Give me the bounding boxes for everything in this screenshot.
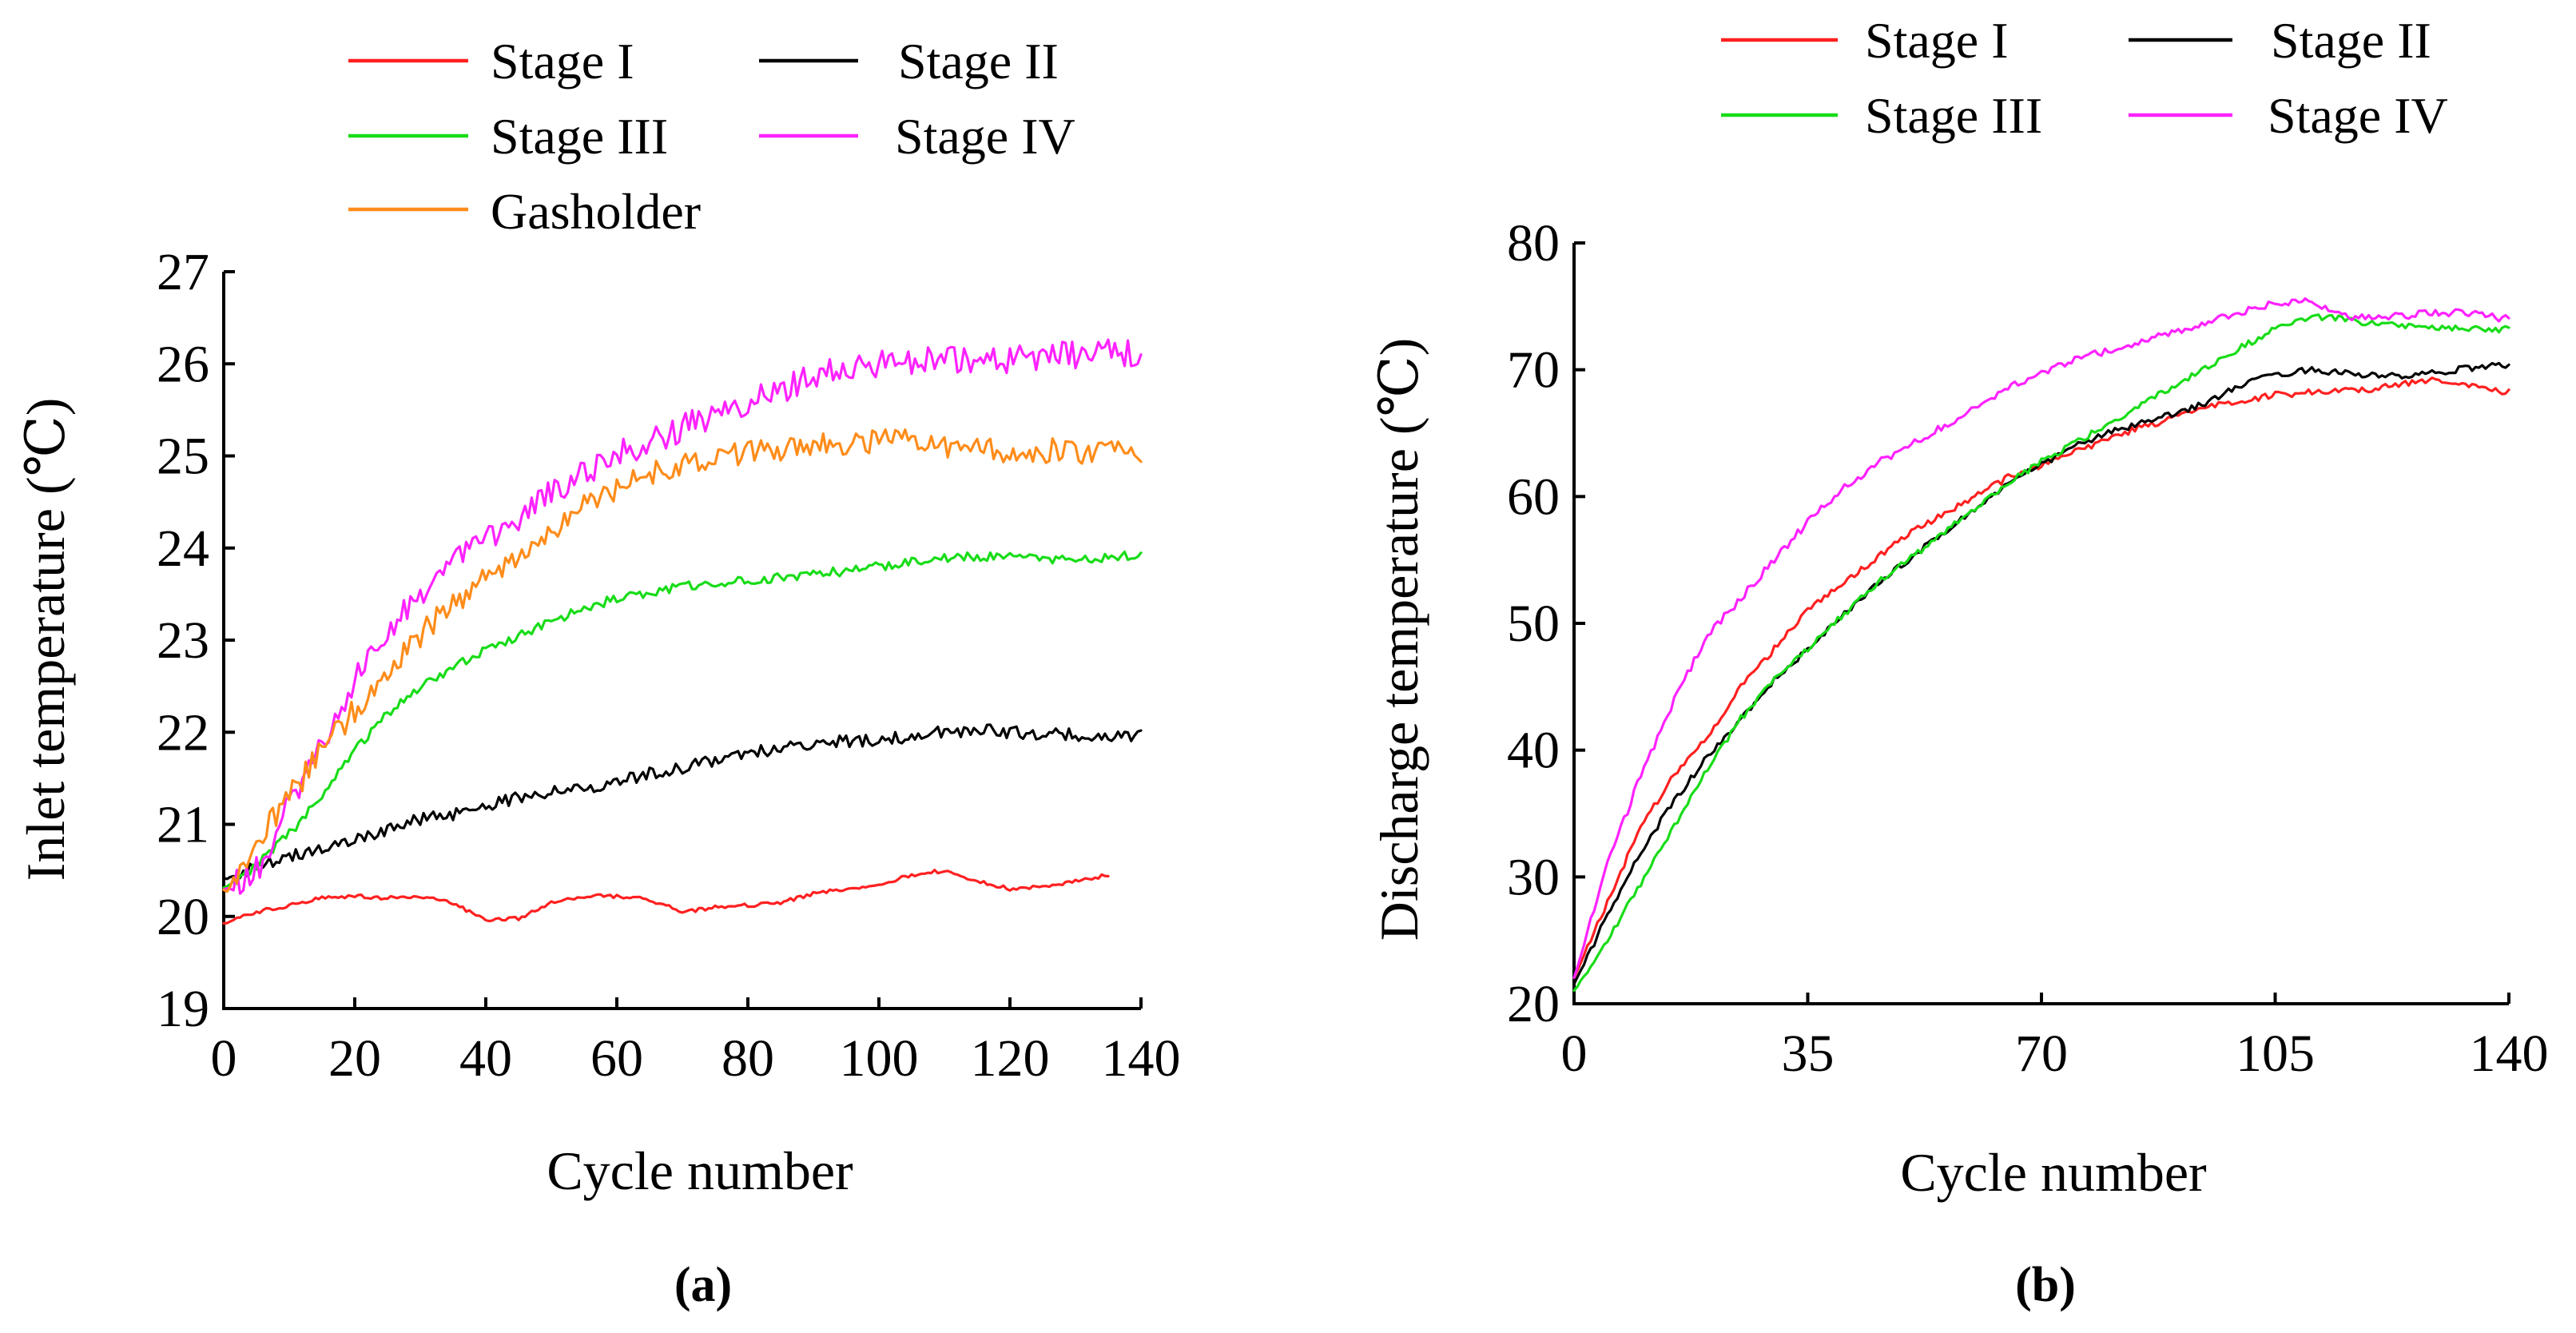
series-line-a-stage-iii [222,550,1143,889]
panel-label-a: (a) [674,1258,732,1312]
x-tick-label-a-140: 140 [1102,1029,1181,1088]
series-line-a-gasholder [222,428,1143,893]
x-tick-label-a-80: 80 [722,1029,774,1088]
chart-b: Stage I Stage II Stage III Stage IV 0 35 7… [1369,12,2549,1312]
x-tick-label-a-20: 20 [328,1029,381,1088]
legend-a-label-gasholder: Gasholder [491,183,701,240]
y-tick-label-b-50: 50 [1507,595,1560,653]
x-tick-label-a-0: 0 [211,1029,237,1088]
y-tick-label-a-19: 19 [157,980,209,1038]
legend-b-label-stage-ii: Stage II [2271,12,2431,69]
x-tick-label-a-40: 40 [459,1029,512,1088]
legend-b-label-stage-iv: Stage IV [2268,87,2448,144]
series-b [1572,296,2510,993]
series-line-b-stage-iii [1572,313,2510,993]
legend-a: Stage I Stage II Stage III Stage IV Gash… [348,33,1075,240]
y-tick-label-b-60: 60 [1507,468,1560,526]
panel-label-b: (b) [2015,1258,2076,1312]
y-tick-label-a-20: 20 [157,888,209,946]
x-tick-label-b-140: 140 [2470,1025,2549,1083]
series-line-b-stage-i [1572,376,2510,980]
x-tick-label-b-35: 35 [1782,1025,1835,1083]
ticks-a: 0 20 40 60 80 100 120 140 19 20 21 22 23 24 25 26 27 [157,243,1181,1088]
x-axis-label-a: Cycle number [547,1140,853,1201]
y-tick-label-a-27: 27 [157,243,209,301]
chart-a: Stage I Stage II Stage III Stage IV Gash… [15,33,1181,1312]
x-tick-label-b-70: 70 [2015,1025,2068,1083]
series-line-b-stage-ii [1572,361,2510,986]
axes-a [222,272,1141,1010]
legend-b: Stage I Stage II Stage III Stage IV [1721,12,2448,144]
legend-b-label-stage-iii: Stage III [1865,87,2042,144]
y-axis-label-a: Inlet temperature (℃) [15,398,76,881]
y-tick-label-a-26: 26 [157,335,209,393]
series-line-b-stage-iv [1572,296,2510,980]
legend-b-label-stage-i: Stage I [1865,12,2009,69]
y-tick-label-a-21: 21 [157,796,209,854]
legend-a-label-stage-iii: Stage III [491,108,668,165]
x-tick-label-b-0: 0 [1561,1025,1588,1083]
series-line-a-stage-ii [222,723,1143,881]
y-tick-label-a-22: 22 [157,703,209,762]
legend-a-label-stage-iv: Stage IV [895,108,1075,165]
legend-a-label-stage-ii: Stage II [898,33,1059,90]
y-tick-label-a-24: 24 [157,519,209,578]
series-line-a-stage-i [222,868,1110,925]
series-line-a-stage-iv [222,338,1143,895]
legend-a-label-stage-i: Stage I [491,33,634,90]
ticks-b: 0 35 70 105 140 20 30 40 50 60 70 80 [1507,214,2549,1083]
y-tick-label-a-23: 23 [157,611,209,670]
x-tick-label-a-120: 120 [971,1029,1050,1088]
x-tick-label-b-105: 105 [2236,1025,2315,1083]
y-tick-label-b-70: 70 [1507,341,1560,400]
x-axis-label-b: Cycle number [1900,1142,2207,1203]
y-axis-label-b: Discharge temperature (℃) [1369,338,1429,941]
y-tick-label-b-20: 20 [1507,975,1560,1033]
x-tick-label-a-100: 100 [840,1029,919,1088]
series-a [222,338,1143,925]
y-tick-label-a-25: 25 [157,428,209,486]
y-tick-label-b-40: 40 [1507,722,1560,780]
y-tick-label-b-30: 30 [1507,848,1560,906]
x-tick-label-a-60: 60 [590,1029,643,1088]
y-tick-label-b-80: 80 [1507,214,1560,273]
